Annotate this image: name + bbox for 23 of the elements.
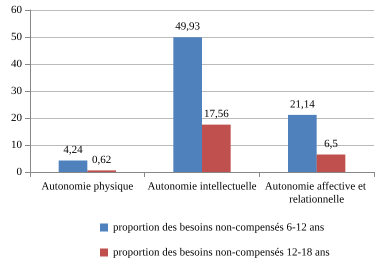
bar (288, 114, 317, 172)
y-tick-label: 10 (11, 139, 22, 151)
x-tick-label: Autonomie affective et relationnelle (264, 180, 369, 206)
x-tick-label: Autonomie physique (41, 180, 134, 192)
y-tick-label: 50 (11, 31, 22, 43)
data-label: 21,14 (290, 98, 316, 110)
bar (202, 124, 231, 172)
x-tick-label: Autonomie intellectuelle (147, 180, 257, 192)
data-label: 4,24 (63, 144, 84, 156)
legend-label: proportion des besoins non-compensés 12-18 ans (113, 246, 330, 258)
y-tick-label: 30 (11, 85, 22, 97)
data-label: 17,56 (204, 108, 230, 120)
data-label: 0,62 (92, 154, 112, 166)
bar (173, 37, 202, 172)
y-tick-label: 60 (11, 4, 22, 16)
y-tick-label: 0 (16, 166, 22, 178)
data-label: 6,5 (324, 138, 338, 150)
y-tick-label: 20 (11, 112, 22, 124)
bar (58, 160, 88, 172)
bar (316, 154, 346, 172)
legend-label: proportion des besoins non-compensés 6-12 ans (113, 222, 324, 234)
data-label: 49,93 (175, 20, 201, 33)
y-tick-label: 40 (11, 58, 22, 70)
